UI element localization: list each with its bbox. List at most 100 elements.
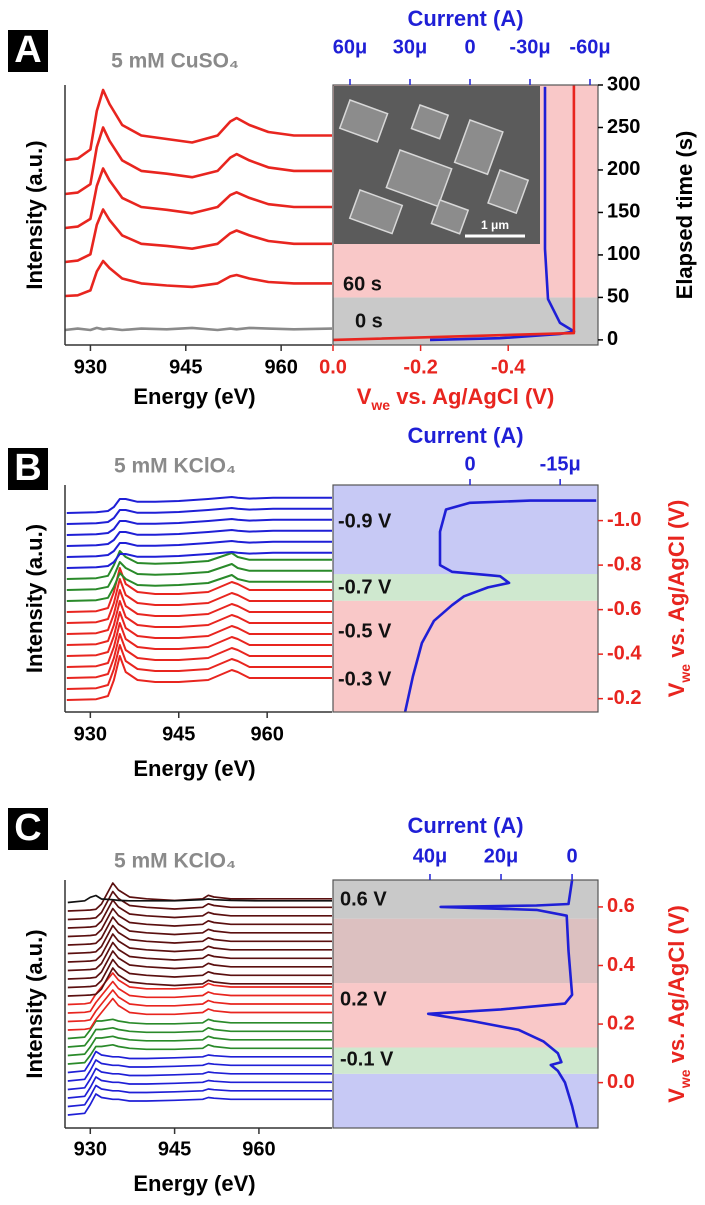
plot-frame — [332, 484, 599, 713]
x-axis-label: Current (A) — [407, 813, 523, 838]
panel-label-box — [8, 30, 48, 72]
annotation: 0.6 V — [340, 888, 387, 910]
label-part: we — [677, 664, 693, 684]
spectrum-line — [67, 894, 332, 904]
spectrum-line — [64, 167, 332, 230]
y-axis-label: Vwe vs. Ag/AgCl (V) — [664, 905, 693, 1103]
annotation: -0.1 V — [340, 1048, 394, 1070]
y-tick-label: 0 — [607, 328, 618, 350]
annotation: -0.3 V — [338, 668, 392, 690]
annotation: -0.5 V — [338, 620, 392, 642]
panel-label-box — [8, 808, 48, 850]
y-tick-label: 200 — [607, 158, 640, 180]
spectrum-line — [67, 1084, 332, 1108]
shaded-region — [333, 600, 598, 712]
y-tick-label: 0.2 — [607, 1012, 635, 1034]
x-tick-label: 930 — [74, 356, 107, 378]
y-tick-label: 100 — [607, 243, 640, 265]
spectrum-line — [66, 578, 332, 624]
trace-line — [429, 86, 576, 342]
y-tick-label: 250 — [607, 116, 640, 138]
spectrum-line — [67, 1076, 332, 1099]
annotation: 0.2 V — [340, 988, 387, 1010]
spectrum-line — [67, 941, 332, 972]
y-tick-label: 0.6 — [607, 895, 635, 917]
x-tick-label: 960 — [250, 723, 283, 745]
x-tick-label: -30μ — [509, 36, 550, 58]
sem-grain — [338, 99, 389, 143]
spectrum-line — [67, 1059, 332, 1082]
plot-frame — [332, 84, 599, 346]
spectrum-line — [67, 1035, 332, 1057]
y-axis-label: Intensity (a.u.) — [22, 929, 47, 1078]
sem-grain — [385, 149, 453, 208]
y-axis-label: Vwe vs. Ag/AgCl (V) — [664, 500, 693, 698]
label-part: we — [677, 1069, 693, 1089]
y-tick-label: -1.0 — [607, 509, 641, 531]
y-tick-label: 300 — [607, 73, 640, 95]
x-tick-label: 30μ — [393, 36, 427, 58]
annotation: 60 s — [343, 273, 382, 295]
annotation: -0.7 V — [338, 576, 392, 598]
x-tick-label: 60μ — [333, 36, 367, 58]
y-axis-label: Intensity (a.u.) — [22, 524, 47, 673]
spectrum-line — [67, 933, 332, 963]
spectrum-line — [66, 644, 332, 690]
trace-line — [332, 85, 576, 342]
spectrum-line — [66, 572, 332, 602]
y-tick-label: -0.8 — [607, 553, 641, 575]
spectrum-line — [66, 561, 332, 591]
panel-label: B — [14, 447, 41, 489]
plot-frame — [332, 879, 599, 1129]
spectrum-line — [67, 1043, 332, 1065]
spectrum-line — [66, 633, 332, 679]
shaded-region — [333, 983, 598, 1048]
spectrum-line — [66, 518, 332, 536]
x-tick-label: 930 — [74, 723, 107, 745]
spectrum-line — [66, 540, 332, 558]
label-part: we — [370, 397, 390, 413]
trace-line — [426, 879, 579, 1129]
x2-tick-label: -0.4 — [491, 356, 526, 378]
label-part: vs. Ag/AgCl (V) — [390, 384, 554, 409]
trace-line — [403, 499, 597, 713]
x-tick-label: 945 — [158, 1138, 191, 1160]
panel-label: A — [14, 29, 41, 71]
spectrum-line — [67, 907, 332, 938]
panel-label-box — [8, 448, 48, 490]
x-tick-label: 960 — [242, 1138, 275, 1160]
spectrum-line — [67, 997, 332, 1031]
y-tick-label: -0.4 — [607, 642, 642, 664]
y-tick-label: -0.6 — [607, 598, 641, 620]
x-axis-label: Energy (eV) — [133, 384, 255, 409]
spectrum-line — [66, 622, 332, 668]
shaded-region — [333, 918, 598, 984]
spectrum-line — [66, 507, 332, 525]
x-tick-label: 945 — [169, 356, 202, 378]
x-tick-label: 20μ — [484, 845, 518, 867]
spectrum-line — [66, 589, 332, 635]
spectrum-line — [67, 967, 332, 997]
spectrum-line — [67, 1093, 332, 1116]
x-tick-label: 960 — [264, 356, 297, 378]
scale-bar-label: 1 μm — [481, 218, 509, 232]
x-axis-label: Energy (eV) — [133, 1171, 255, 1196]
spectrum-line — [66, 551, 332, 569]
spectrum-line — [67, 882, 332, 912]
spectrum-line — [67, 1067, 332, 1091]
spectrum-line — [64, 326, 333, 332]
y-axis-label: Intensity (a.u.) — [22, 140, 47, 289]
spectrum-line — [67, 1026, 332, 1048]
spectrum-line — [67, 899, 332, 929]
spectrum-line — [67, 980, 332, 1014]
label-part: V — [664, 1088, 689, 1103]
spectrum-line — [66, 611, 332, 657]
x-tick-label: 0 — [464, 453, 475, 475]
x-axis-label: Current (A) — [407, 6, 523, 31]
x-tick-label: -60μ — [569, 36, 610, 58]
x-axis-label: Energy (eV) — [133, 756, 255, 781]
annotation: -0.9 V — [338, 510, 392, 532]
spectrum-line — [67, 924, 332, 955]
sem-grain — [453, 119, 504, 176]
spectrum-line — [67, 972, 332, 1006]
